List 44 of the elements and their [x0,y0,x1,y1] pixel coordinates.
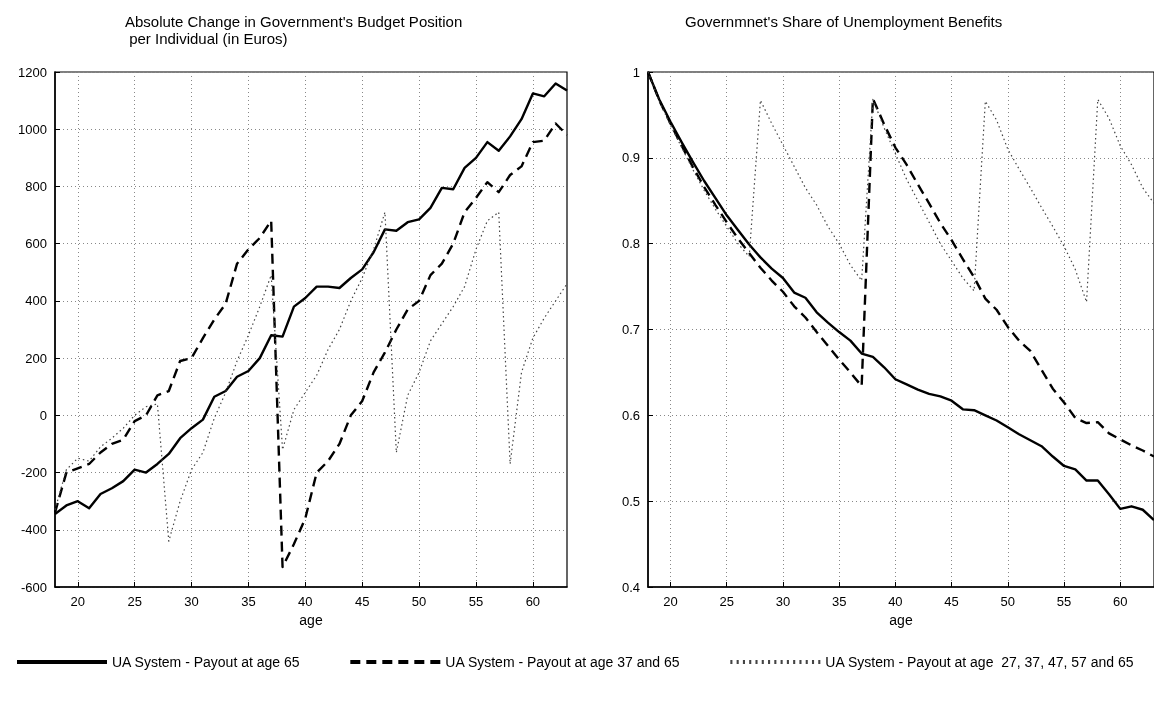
x-axis-title: age [889,611,913,628]
y-tick-label: -400 [20,522,47,538]
chart-title: Absolute Change in Government's Budget Position per Individual (in Euros) [125,13,463,47]
legend-label: UA System - Payout at age 65 [112,654,300,670]
x-tick-label: 40 [298,594,313,609]
y-tick-label: 0 [39,407,47,423]
x-tick-label: 60 [1113,594,1128,609]
line-series [647,71,1154,303]
x-tick-label: 25 [719,594,734,609]
y-tick-label: 0.8 [621,236,640,252]
x-tick-label: 50 [1000,594,1016,609]
x-tick-label: 30 [184,594,199,609]
x-tick-label: 20 [70,594,85,609]
x-tick-label: 55 [468,594,484,609]
chart-title: Governmnet's Share of Unemployment Benefits [685,13,1003,30]
y-tick-label: 1000 [18,121,47,137]
x-tick-label: 45 [944,594,959,609]
y-tick-label: 1200 [18,64,47,80]
x-tick-label: 55 [1056,594,1072,609]
x-tick-label: 35 [241,594,256,609]
x-tick-label: 40 [888,594,903,609]
y-tick-label: 0.4 [621,579,640,595]
y-tick-label: 400 [25,293,47,309]
line-series [54,211,568,542]
x-tick-label: 25 [127,594,142,609]
x-tick-label: 20 [663,594,678,609]
x-tick-label: 45 [354,594,370,609]
x-tick-label: 50 [411,594,427,609]
x-tick-label: 35 [831,594,847,609]
y-tick-label: 200 [25,350,47,366]
y-tick-label: 0.5 [621,493,640,509]
y-tick-label: 0.9 [621,150,640,166]
legend-label: UA System - Payout at age 27, 37, 47, 57 and 65 [825,654,1134,670]
y-tick-label: 0.7 [621,322,640,337]
y-tick-label: -200 [20,465,47,481]
x-tick-label: 30 [775,594,791,609]
y-tick-label: 600 [25,236,47,252]
y-tick-label: -600 [20,579,47,595]
y-tick-label: 0.6 [621,407,640,423]
y-tick-label: 800 [25,178,47,194]
x-axis-title: age [299,611,323,628]
y-tick-label: 1 [632,64,640,80]
legend-label: UA System - Payout at age 37 and 65 [445,654,680,670]
x-tick-label: 60 [525,594,541,609]
